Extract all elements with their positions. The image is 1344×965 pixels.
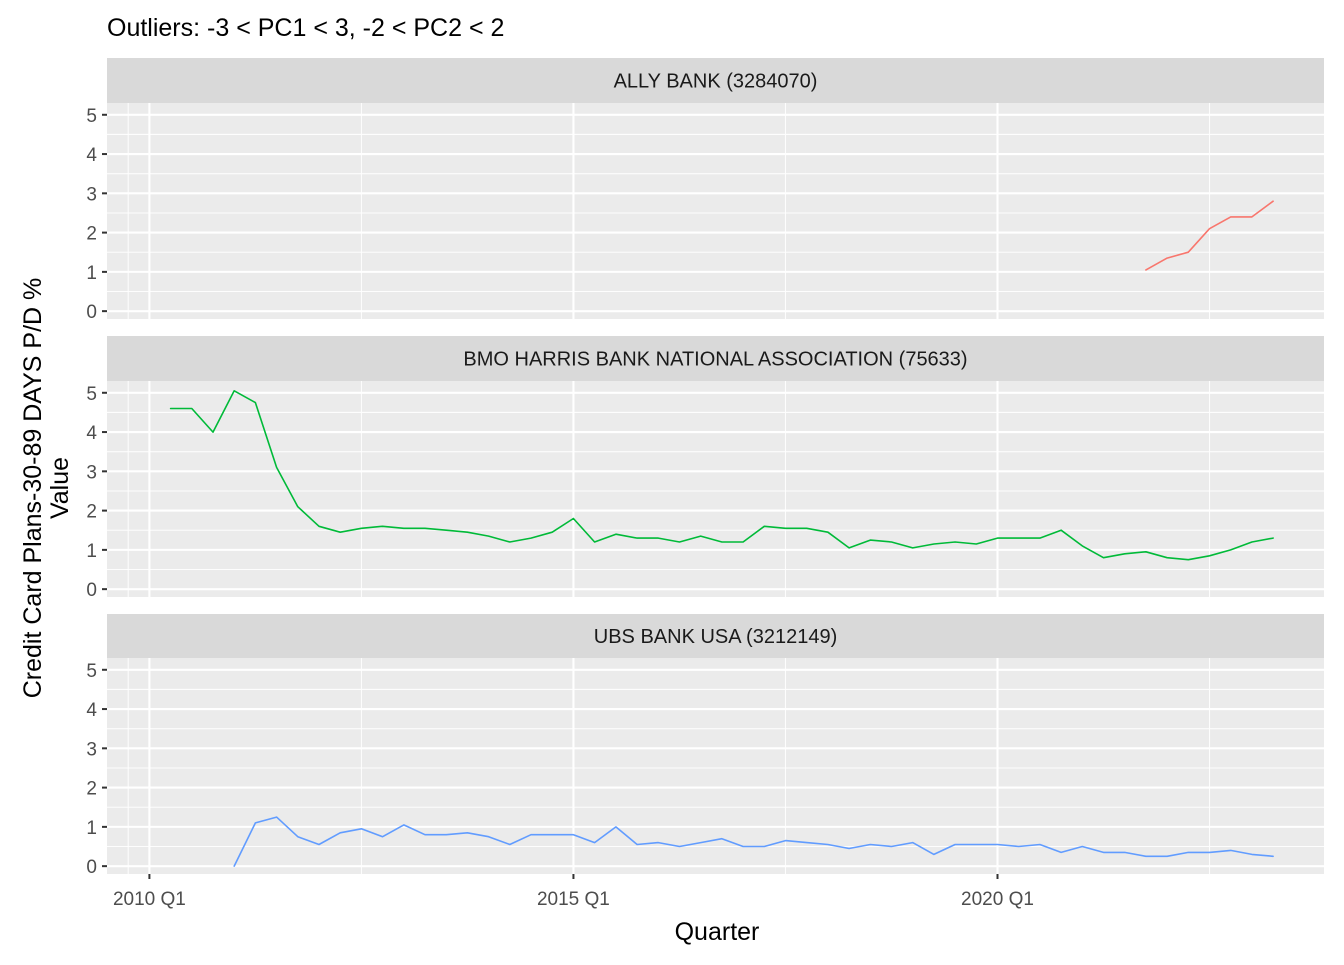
facet-panel: BMO HARRIS BANK NATIONAL ASSOCIATION (75… (86, 336, 1324, 601)
y-tick-label: 2 (86, 224, 97, 245)
x-tick-label: 2020 Q1 (961, 889, 1034, 910)
facet-strip-label: UBS BANK USA (3212149) (594, 626, 837, 648)
facet-strip (107, 336, 1324, 381)
facet-strip-label: BMO HARRIS BANK NATIONAL ASSOCIATION (75… (463, 349, 967, 371)
chart-title: Outliers: -3 < PC1 < 3, -2 < PC2 < 2 (107, 14, 504, 42)
y-tick-label: 5 (86, 106, 97, 127)
y-tick-label: 3 (86, 184, 97, 205)
x-axis: 2010 Q1 2015 Q1 2020 Q1 (113, 874, 1034, 910)
y-tick-label: 2 (86, 502, 97, 523)
series-line (169, 389, 1274, 561)
facet-strip (107, 58, 1324, 103)
facet-panel: UBS BANK USA (3212149) 0 1 2 3 4 5 (86, 614, 1324, 878)
y-tick-label: 4 (86, 700, 97, 721)
y-tick-label: 1 (86, 541, 97, 562)
y-tick-label: 2 (86, 779, 97, 800)
y-tick-label: 5 (86, 384, 97, 405)
y-tick-label: 4 (86, 145, 97, 166)
series-line (1145, 200, 1274, 271)
y-tick-label: 1 (86, 818, 97, 839)
series-line (233, 816, 1274, 867)
x-axis-title: Quarter (675, 918, 760, 946)
y-tick-label: 4 (86, 423, 97, 444)
y-axis-title-line-2: Value (46, 457, 74, 519)
y-axis-title-line-1: Credit Card Plans-30-89 DAYS P/D % (19, 278, 47, 699)
facet-panel: ALLY BANK (3284070) 0 1 2 3 4 5 (86, 58, 1324, 323)
panel-background (107, 103, 1324, 319)
y-tick-label: 0 (86, 302, 97, 323)
y-tick-label: 0 (86, 857, 97, 878)
facet-panels: ALLY BANK (3284070) 0 1 2 3 4 5 BMO HARRIS BANK… (86, 58, 1324, 878)
y-tick-label: 0 (86, 580, 97, 601)
y-tick-label: 1 (86, 263, 97, 284)
facet-strip-label: ALLY BANK (3284070) (614, 71, 818, 93)
y-tick-label: 3 (86, 739, 97, 760)
panel-background (107, 381, 1324, 597)
y-tick-label: 5 (86, 661, 97, 682)
x-tick-label: 2015 Q1 (537, 889, 610, 910)
panel-background (107, 658, 1324, 874)
y-tick-label: 3 (86, 462, 97, 483)
facet-strip (107, 614, 1324, 658)
x-tick-label: 2010 Q1 (113, 889, 186, 910)
